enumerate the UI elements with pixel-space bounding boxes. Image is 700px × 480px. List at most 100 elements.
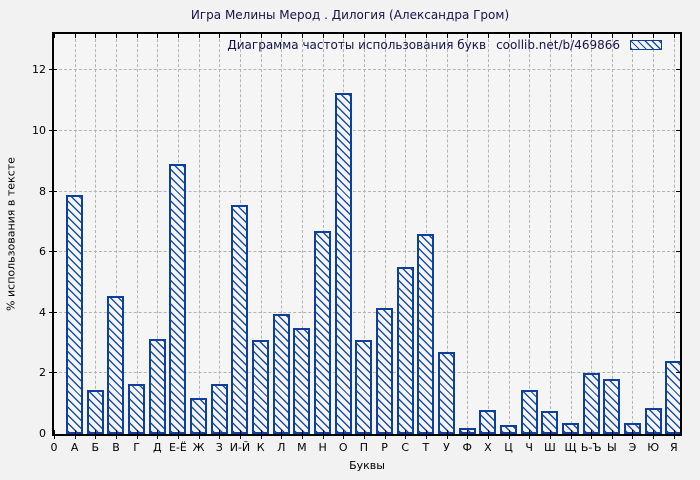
y-tick-mark <box>676 251 680 253</box>
x-tick-label: Ц <box>504 441 513 454</box>
x-tick-label: М <box>297 441 307 454</box>
x-tick-label: Е-Ё <box>169 441 187 454</box>
x-tick-mark <box>529 430 531 439</box>
x-tick-mark <box>363 34 365 38</box>
x-tick-mark <box>177 34 179 38</box>
y-tick-mark <box>49 311 57 313</box>
x-tick-mark <box>591 430 593 439</box>
x-tick-mark <box>611 430 613 439</box>
bar-Е-Ё <box>169 164 187 434</box>
y-tick-mark <box>49 69 57 71</box>
x-tick-mark <box>549 430 551 439</box>
v-gridline <box>384 34 386 434</box>
x-tick-label: А <box>70 441 79 454</box>
x-tick-mark <box>653 34 655 38</box>
h-gridline <box>54 251 680 253</box>
x-tick-label: К <box>256 441 265 454</box>
bar-И-Й <box>231 205 249 434</box>
x-tick-label: Ш <box>543 441 556 454</box>
v-gridline <box>115 34 117 434</box>
x-tick-mark <box>549 34 551 38</box>
x-tick-label: Н <box>318 441 327 454</box>
v-gridline <box>405 34 407 434</box>
x-tick-mark <box>570 430 572 439</box>
x-tick-mark <box>198 430 200 439</box>
x-tick-mark <box>260 430 262 439</box>
x-tick-label: Т <box>422 441 430 454</box>
y-tick-mark <box>49 372 57 374</box>
x-tick-mark <box>136 34 138 38</box>
bar-Ж <box>190 397 208 434</box>
bar-Ю <box>644 408 662 434</box>
x-tick-mark <box>115 34 117 38</box>
x-tick-mark <box>198 34 200 38</box>
h-gridline <box>54 311 680 313</box>
x-tick-mark <box>239 430 241 439</box>
x-tick-mark <box>136 430 138 439</box>
v-gridline <box>363 34 365 434</box>
axis-ticks <box>49 34 680 439</box>
bar-П <box>355 340 373 434</box>
y-tick-mark <box>49 251 57 253</box>
x-tick-label: О <box>338 441 348 454</box>
x-tick-label: Я <box>669 441 678 454</box>
x-tick-mark <box>363 430 365 439</box>
v-gridline <box>467 34 469 434</box>
bar-У <box>438 352 456 434</box>
v-gridline <box>570 34 572 434</box>
legend-source: coollib.net/b/469866 <box>496 38 620 52</box>
v-gridline <box>219 34 221 434</box>
x-tick-label: И-Й <box>229 441 251 454</box>
v-gridline <box>198 34 200 434</box>
h-gridline <box>54 69 680 71</box>
x-tick-mark <box>301 430 303 439</box>
x-tick-label: Б <box>91 441 100 454</box>
x-tick-mark <box>425 34 427 38</box>
x-axis-title: Буквы <box>349 459 385 472</box>
x-tick-label: Э <box>628 441 637 454</box>
hatched-bar-swatch-icon <box>630 40 662 50</box>
x-tick-label: Л <box>277 441 286 454</box>
bar-Н <box>314 230 332 434</box>
y-tick-mark <box>49 190 57 192</box>
x-tick-label: Г <box>133 441 140 454</box>
x-tick-mark <box>673 430 675 439</box>
x-tick-mark <box>322 34 324 38</box>
x-tick-label: Ж <box>192 441 205 454</box>
y-tick-label: 10 <box>32 123 46 137</box>
x-tick-mark <box>54 430 55 439</box>
x-tick-label: З <box>215 441 223 454</box>
x-tick-mark <box>322 430 324 439</box>
chart-title: Игра Мелины Мерод . Дилогия (Александра … <box>190 8 510 22</box>
x-tick-mark <box>219 34 221 38</box>
v-gridline <box>549 34 551 434</box>
x-tick-mark <box>508 430 510 439</box>
v-gridline <box>632 34 634 434</box>
x-tick-label: Ю <box>647 441 660 454</box>
v-gridline <box>446 34 448 434</box>
x-tick-mark <box>611 34 613 38</box>
y-tick-mark <box>676 190 680 192</box>
x-tick-mark <box>157 34 159 38</box>
x-tick-mark <box>653 430 655 439</box>
x-tick-mark <box>632 430 634 439</box>
x-tick-mark <box>281 430 283 439</box>
x-tick-mark <box>177 430 179 439</box>
v-gridline <box>591 34 593 434</box>
bar-Ш <box>541 411 559 434</box>
v-gridline <box>529 34 531 434</box>
x-tick-mark <box>405 430 407 439</box>
x-tick-mark <box>632 34 634 38</box>
x-tick-label: П <box>359 441 369 454</box>
x-tick-mark <box>467 34 469 38</box>
bar-Ь-Ъ <box>582 373 600 434</box>
x-tick-mark <box>343 34 345 38</box>
bar-Р <box>376 308 394 434</box>
legend-label: Диаграмма частоты использования букв <box>227 38 487 52</box>
x-tick-mark <box>301 34 303 38</box>
y-tick-label: 4 <box>39 305 46 319</box>
x-tick-label: Р <box>381 441 388 454</box>
bar-Л <box>272 314 290 434</box>
x-tick-mark <box>219 430 221 439</box>
h-gridline <box>54 129 680 131</box>
